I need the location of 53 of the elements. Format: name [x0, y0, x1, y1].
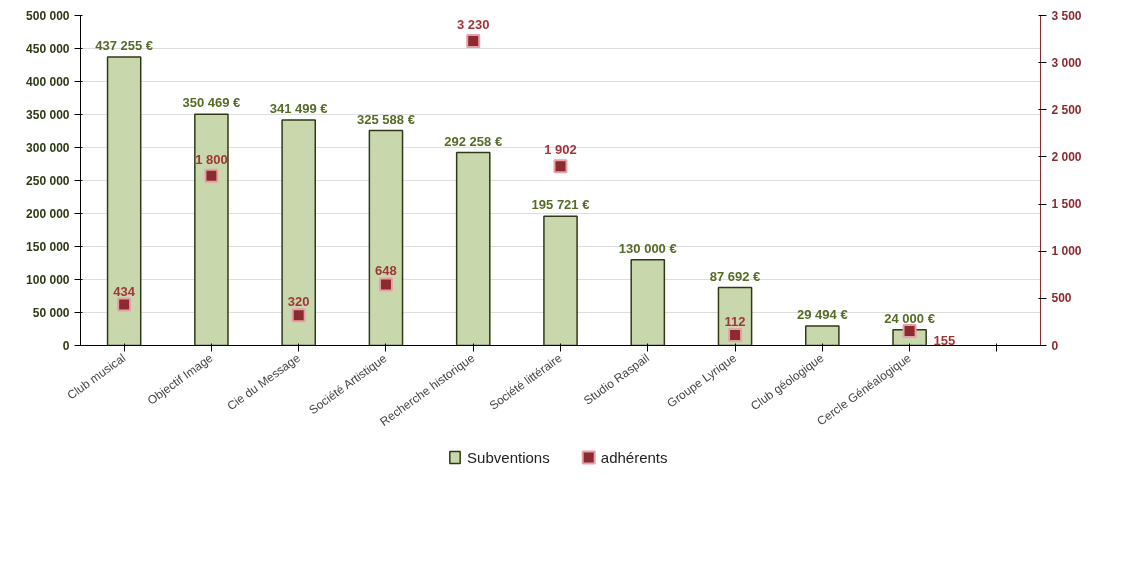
y2-tick-label: 1 500 [1051, 197, 1082, 212]
y2-tick-label: 1 000 [1051, 244, 1082, 259]
y-tick-label: 250 000 [26, 173, 70, 188]
y-tick-label: 300 000 [26, 140, 70, 155]
y-tick-label: 50 000 [32, 305, 70, 320]
data-label: 130 000 € [618, 240, 677, 256]
point [728, 327, 743, 342]
bar [368, 129, 404, 346]
y-tick-label: 150 000 [26, 239, 70, 254]
y-tick-label: 350 000 [26, 107, 70, 122]
y2-tick-label: 2 000 [1051, 149, 1082, 164]
bar [630, 258, 666, 346]
data-label: 112 [724, 313, 746, 329]
data-label: 341 499 € [269, 101, 328, 117]
data-label: 325 588 € [357, 111, 415, 127]
y2-tick-label: 3 500 [1051, 8, 1082, 23]
data-label: 195 721 € [531, 197, 590, 213]
bar [281, 119, 317, 346]
data-label: 29 494 € [797, 307, 848, 323]
data-label: 155 [933, 333, 956, 349]
point [378, 277, 393, 292]
y-tick-label: 200 000 [26, 206, 70, 221]
y-tick-label: 500 000 [26, 8, 70, 23]
point [291, 308, 306, 323]
data-label: 24 000 € [884, 310, 935, 326]
y2-tick-label: 2 500 [1051, 102, 1082, 117]
point [117, 297, 132, 312]
y2-tick-label: 3 000 [1051, 55, 1082, 70]
bar [194, 113, 229, 346]
bar [804, 325, 840, 346]
data-label: 1 902 [544, 142, 577, 158]
legend-label: adhérents [600, 449, 668, 466]
data-label: 87 692 € [709, 268, 761, 284]
data-label: 648 [375, 263, 397, 279]
data-label: 350 469 € [182, 95, 241, 111]
bar [455, 151, 491, 346]
point [553, 159, 568, 174]
bar [543, 215, 578, 346]
y2-tick-label: 0 [1051, 338, 1059, 353]
point [466, 33, 481, 48]
legend-label: Subventions [467, 449, 550, 466]
y-tick-label: 0 [62, 338, 70, 353]
data-label: 434 [113, 283, 136, 299]
y-tick-label: 100 000 [26, 272, 70, 287]
data-label: 437 255 € [95, 37, 154, 53]
y-tick-label: 450 000 [26, 41, 70, 56]
data-label: 3 230 [456, 16, 490, 32]
point [204, 168, 219, 183]
y-tick-label: 400 000 [26, 74, 70, 89]
bar [106, 56, 142, 346]
y2-tick-label: 500 [1051, 291, 1072, 306]
data-label: 320 [287, 294, 310, 310]
data-label: 292 258 € [444, 133, 503, 149]
